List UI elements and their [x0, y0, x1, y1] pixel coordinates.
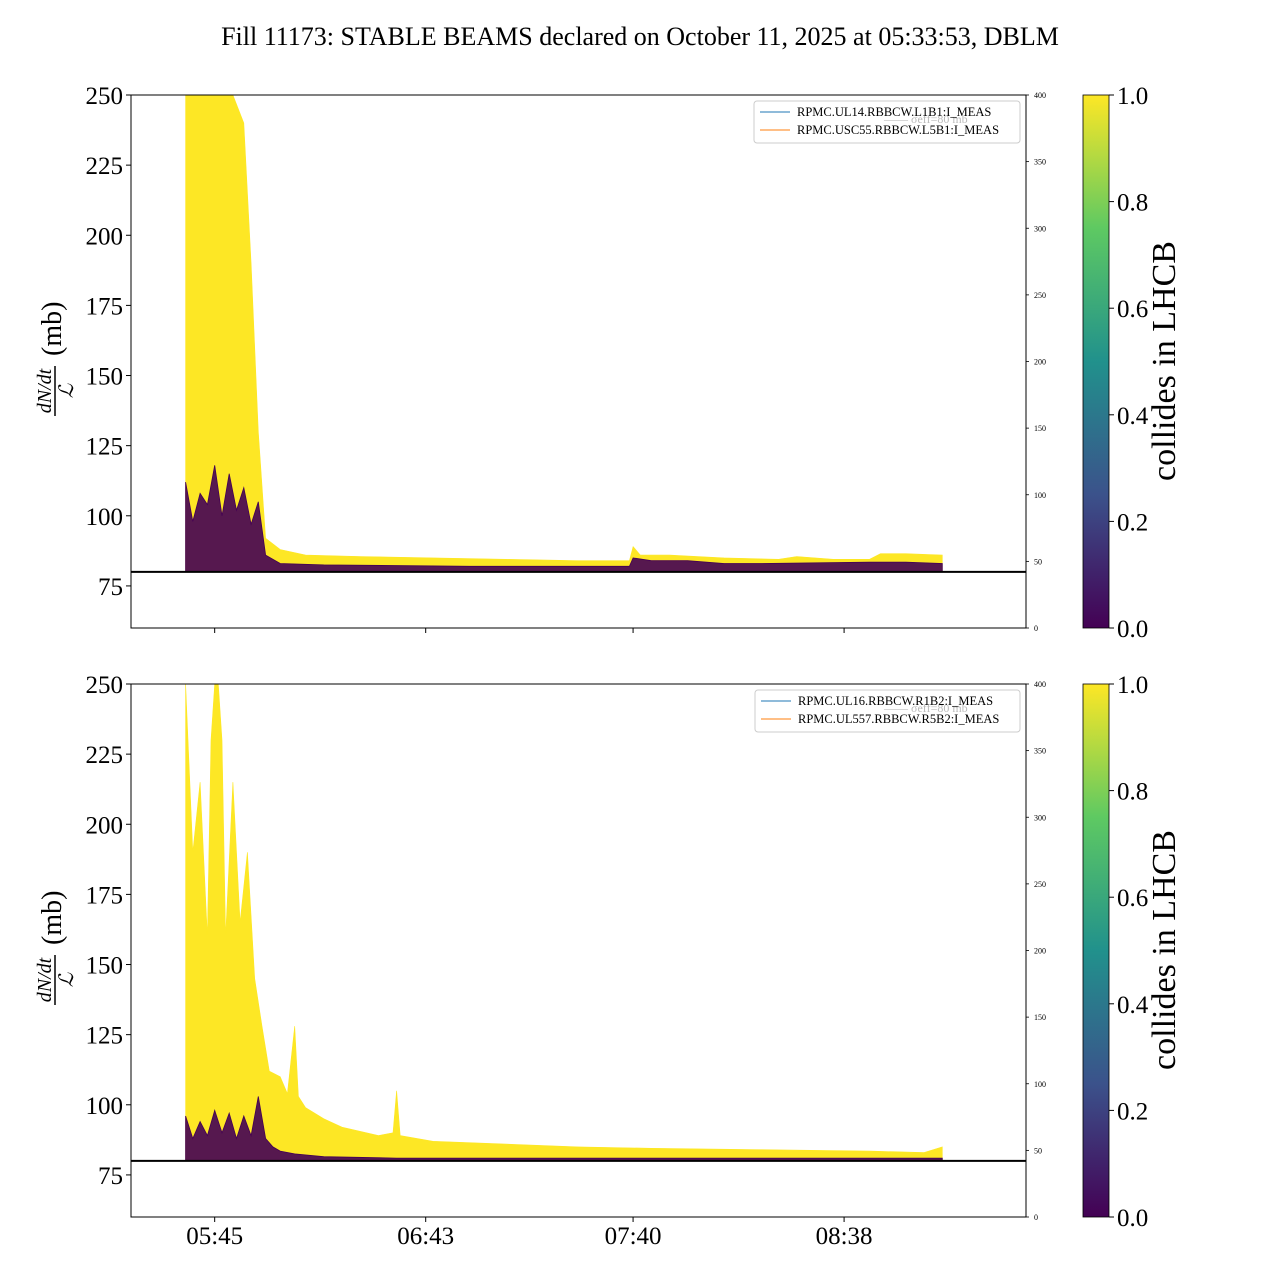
y-tick-label: 225: [86, 742, 124, 769]
colorbar-tick-label: 0.4: [1117, 992, 1149, 1019]
colorbar-label: collides in LHCB: [1146, 241, 1183, 481]
yellow-envelope-area: [185, 684, 943, 1162]
y-tick-label: 150: [86, 364, 124, 391]
colorbar-tick-label: 0.8: [1117, 190, 1148, 217]
legend-entry-0: RPMC.UL16.RBBCW.R1B2:I_MEAS: [798, 694, 993, 708]
colorbar-tick-label: 0.6: [1117, 885, 1148, 912]
right-y-tick-label: 400: [1034, 91, 1046, 100]
colorbar-tick-label: 0.2: [1117, 509, 1148, 536]
y-tick-label: 250: [86, 672, 124, 699]
yellow-envelope-beam2: [185, 684, 943, 1162]
colorbar-beam2: 0.0 0.2 0.4 0.6 0.8 1.0 collides in LHCB: [1082, 672, 1183, 1232]
right-y-tick-label: 350: [1034, 158, 1046, 167]
right-y-tick-label: 150: [1034, 424, 1046, 433]
x-tick-label: 08:38: [816, 1223, 873, 1250]
right-y-tick-label: 100: [1034, 491, 1046, 500]
colorbar-gradient: [1082, 683, 1110, 1218]
y-ticks-beam2: 75 100 125 150 175 200 225 250: [86, 672, 131, 1190]
y-ticks-beam1: 75 100 125 150 175 200 225 250: [86, 83, 131, 601]
y-tick-label: 225: [86, 153, 124, 180]
y-tick-label: 200: [86, 223, 124, 250]
colorbar-ticks-beam1: 0.0 0.2 0.4 0.6 0.8 1.0: [1109, 83, 1149, 643]
right-y-tick-label: 50: [1034, 557, 1042, 566]
legend-faint-entry: —— σeff=80 mb: [883, 112, 968, 126]
x-tick-label: 05:45: [186, 1223, 243, 1250]
y-tick-label: 75: [98, 1163, 123, 1190]
colorbar-tick-label: 0.6: [1117, 296, 1148, 323]
y-tick-label: 100: [86, 1093, 124, 1120]
y-tick-label: 175: [86, 882, 124, 909]
ylabel-numerator: dN/dt: [34, 957, 56, 1002]
figure-title: Fill 11173: STABLE BEAMS declared on Oct…: [221, 22, 1059, 51]
right-y-tick-label: 300: [1034, 224, 1046, 233]
right-y-tick-label: 250: [1034, 880, 1046, 889]
x-tick-label: 06:43: [397, 1223, 454, 1250]
x-ticks-beam2: 05:45 06:43 07:40 08:38: [186, 1217, 873, 1250]
right-y-tick-label: 200: [1034, 358, 1046, 367]
colorbar-gradient: [1082, 94, 1110, 629]
right-y-tick-label: 350: [1034, 747, 1046, 756]
ylabel-unit: (mb): [37, 302, 68, 356]
yellow-envelope-area: [185, 95, 943, 573]
legend-beam2: —— σeff=80 mb RPMC.UL16.RBBCW.R1B2:I_MEA…: [754, 689, 1021, 733]
right-y-tick-label: 150: [1034, 1013, 1046, 1022]
colorbar-tick-label: 0.4: [1117, 403, 1149, 430]
purple-band-area: [185, 1096, 943, 1162]
colorbar-tick-label: 0.2: [1117, 1098, 1148, 1125]
legend-entry-0: RPMC.UL14.RBBCW.L1B1:I_MEAS: [797, 105, 991, 119]
y-axis-label-beam1: dN/dt ℒ (mb): [34, 302, 78, 416]
right-y-ticks-beam2: 0 50 100 150 200 250 300 350 400: [1026, 680, 1046, 1222]
ylabel-numerator: dN/dt: [34, 368, 56, 413]
beam2-panel: 75 100 125 150 175 200 225 250 0 50 100 150 200 250 3…: [34, 672, 1183, 1250]
y-axis-label-beam2: dN/dt ℒ (mb): [34, 891, 78, 1005]
ylabel-denominator: ℒ: [56, 383, 78, 398]
colorbar-tick-label: 0.8: [1117, 779, 1148, 806]
right-y-tick-label: 50: [1034, 1146, 1042, 1155]
colorbar-beam1: 0.0 0.2 0.4 0.6 0.8 1.0 collides in LHCB: [1082, 83, 1183, 643]
right-y-tick-label: 0: [1034, 1213, 1038, 1222]
right-y-tick-label: 100: [1034, 1080, 1046, 1089]
legend-faint-entry: —— σeff=80 mb: [883, 701, 968, 715]
colorbar-label: collides in LHCB: [1146, 830, 1183, 1070]
ylabel-unit: (mb): [37, 891, 68, 945]
y-tick-label: 150: [86, 953, 124, 980]
y-tick-label: 75: [98, 574, 123, 601]
legend-entry-1: RPMC.UL557.RBBCW.R5B2:I_MEAS: [798, 712, 999, 726]
right-y-tick-label: 400: [1034, 680, 1046, 689]
y-tick-label: 250: [86, 83, 124, 110]
right-y-ticks-beam1: 0 50 100 150 200 250 300 350 400: [1026, 91, 1046, 633]
legend-entry-1: RPMC.USC55.RBBCW.L5B1:I_MEAS: [797, 123, 999, 137]
purple-band-beam1: [185, 465, 943, 573]
y-tick-label: 100: [86, 504, 124, 531]
y-tick-label: 200: [86, 812, 124, 839]
legend-beam1: —— σeff=80 mb RPMC.UL14.RBBCW.L1B1:I_MEA…: [753, 100, 1021, 144]
colorbar-tick-label: 0.0: [1117, 1205, 1148, 1232]
legend-box: [754, 689, 1021, 733]
colorbar-tick-label: 1.0: [1117, 672, 1148, 699]
yellow-envelope-beam1: [185, 95, 943, 573]
x-tick-label: 07:40: [605, 1223, 662, 1250]
purple-band-area: [185, 465, 943, 573]
legend-box: [753, 100, 1021, 144]
colorbar-ticks-beam2: 0.0 0.2 0.4 0.6 0.8 1.0: [1109, 672, 1149, 1232]
colorbar-tick-label: 0.0: [1117, 616, 1148, 643]
colorbar-tick-label: 1.0: [1117, 83, 1148, 110]
y-tick-label: 125: [86, 434, 124, 461]
y-tick-label: 125: [86, 1023, 124, 1050]
x-ticks-beam1: [214, 628, 845, 633]
y-tick-label: 175: [86, 293, 124, 320]
ylabel-denominator: ℒ: [56, 972, 78, 987]
right-y-tick-label: 200: [1034, 947, 1046, 956]
beam1-panel: 75 100 125 150 175 200 225 250 0 50 100 150 200 250 3…: [34, 83, 1183, 643]
purple-band-beam2: [185, 1096, 943, 1162]
right-y-tick-label: 0: [1034, 624, 1038, 633]
right-y-tick-label: 250: [1034, 291, 1046, 300]
right-y-tick-label: 300: [1034, 813, 1046, 822]
